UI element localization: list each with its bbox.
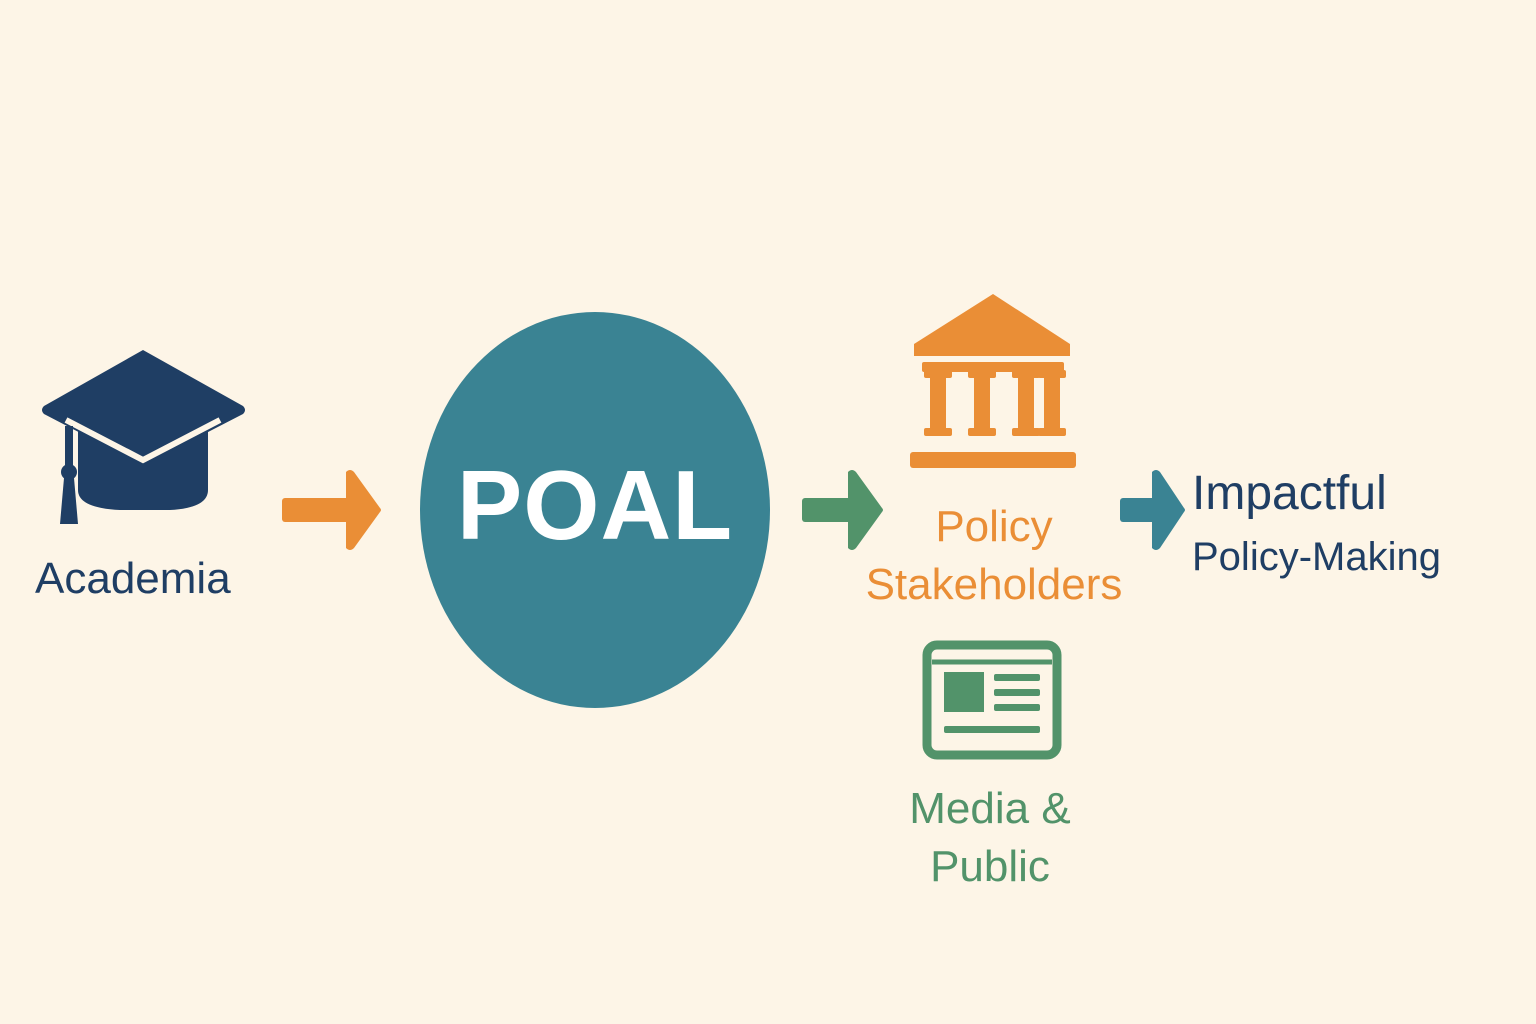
poal-circle bbox=[420, 312, 770, 708]
arrow-academia-to-poal bbox=[282, 470, 381, 550]
policy-stakeholders-label: Policy Stakeholders bbox=[865, 502, 1123, 609]
government-building-icon bbox=[910, 294, 1076, 468]
policy-making-label: Policy-Making bbox=[1192, 535, 1441, 579]
arrow-poal-to-policy bbox=[802, 470, 883, 550]
academia-label: Academia bbox=[35, 554, 231, 603]
newspaper-icon bbox=[922, 640, 1062, 760]
graduation-cap-icon bbox=[42, 350, 245, 524]
media-public-label: Media & Public bbox=[909, 784, 1071, 891]
poal-label: POAL bbox=[456, 450, 734, 560]
impactful-label: Impactful bbox=[1192, 467, 1387, 520]
arrow-policy-to-impact bbox=[1120, 470, 1185, 550]
